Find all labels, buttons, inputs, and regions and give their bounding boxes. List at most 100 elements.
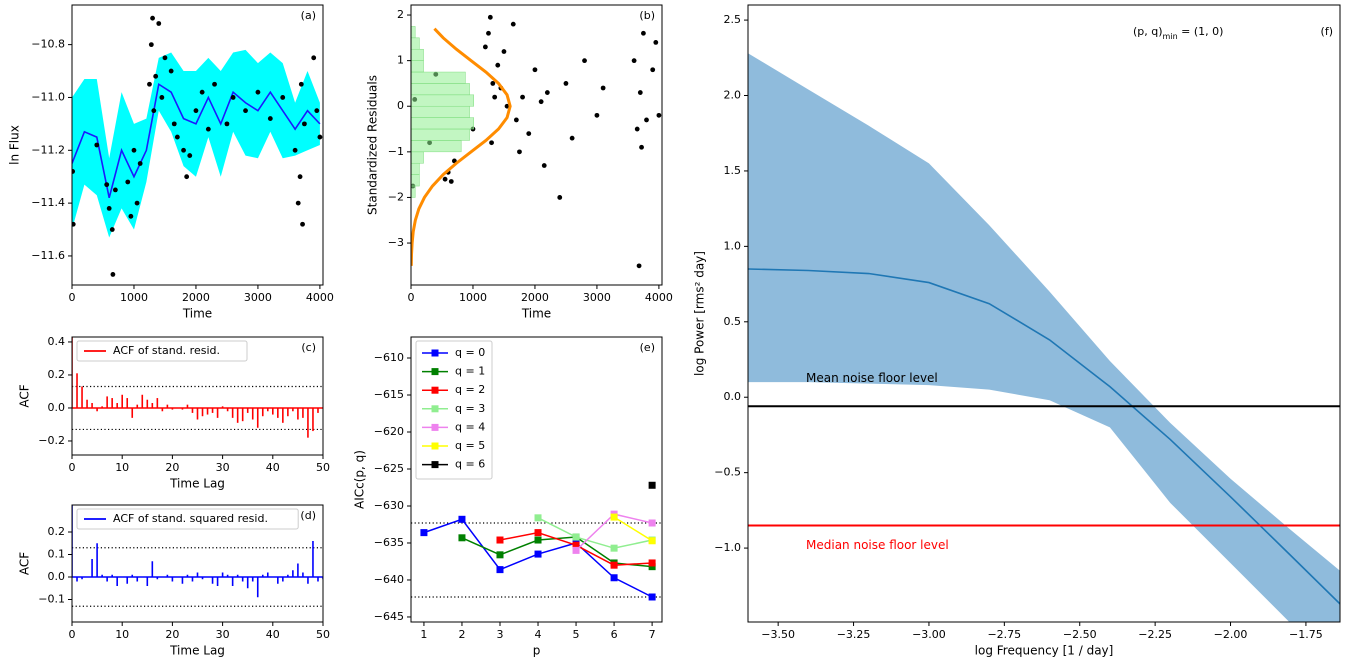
data-point: [212, 81, 217, 87]
y-tick-label: −630: [374, 499, 404, 512]
annotation: (p, q)min = (1, 0): [1133, 25, 1223, 41]
data-point: [298, 81, 304, 87]
y-tick-label: 0.0: [724, 390, 742, 403]
data-point: [495, 62, 501, 68]
legend: q = 0 q = 1 q = 2 q = 3 q = 4 q = 5 q = 6: [415, 340, 493, 480]
x-tick-label: 40: [266, 628, 280, 641]
data-point: [187, 153, 193, 158]
x-tick-label: 0: [69, 291, 76, 304]
x-tick-label: 4: [535, 628, 542, 641]
data-point: [520, 94, 525, 100]
x-axis-label: Time: [182, 307, 212, 321]
data-point: [255, 89, 261, 95]
plot-area: [72, 15, 323, 277]
x-tick-label: 10: [115, 461, 129, 474]
x-tick-label: −3.50: [761, 628, 795, 641]
data-point: [131, 147, 137, 153]
histogram-bar: [411, 83, 470, 96]
data-point: [594, 112, 600, 118]
x-axis-label: Time Lag: [169, 644, 225, 658]
x-tick-label: −2.75: [987, 628, 1021, 641]
y-axis-label: AICc(p, q): [353, 450, 367, 509]
histogram-bar: [411, 140, 462, 153]
legend-label: q = 5: [455, 439, 485, 452]
marker: [610, 544, 618, 552]
marker: [610, 561, 618, 569]
data-point: [224, 121, 230, 127]
data-point: [489, 140, 494, 146]
y-axis-label: ln Flux: [8, 125, 22, 165]
y-tick-label: −10.8: [31, 38, 65, 51]
data-point: [181, 147, 186, 153]
data-point: [563, 81, 569, 86]
data-point: [243, 108, 248, 114]
x-tick-label: 6: [611, 628, 618, 641]
y-tick-label: −11.6: [31, 249, 65, 262]
annotation-suffix: = (1, 0): [1178, 25, 1224, 38]
histogram-bar: [411, 60, 424, 73]
y-tick-label: −610: [374, 351, 404, 364]
marker: [420, 529, 428, 537]
data-point: [292, 147, 298, 153]
axes-frame: [410, 4, 663, 286]
marker: [458, 515, 466, 523]
data-point: [510, 21, 516, 27]
histogram-bar: [411, 71, 466, 84]
x-tick-label: 4000: [306, 291, 334, 304]
legend-label: q = 3: [455, 402, 485, 415]
x-tick-label: 10: [115, 628, 129, 641]
x-tick-label: 2000: [182, 291, 210, 304]
panel: 0 1000 2000 3000 4000 2 1 0 −1 −2 −3 Time Standardiz…: [366, 4, 673, 321]
data-point: [162, 55, 168, 61]
noise-floor-label: Mean noise floor level: [806, 371, 938, 385]
histogram-bar: [411, 117, 474, 130]
data-point: [486, 30, 491, 36]
y-tick-label: −0.1: [38, 593, 65, 606]
x-axis-label: p: [533, 644, 541, 658]
data-point: [656, 112, 662, 118]
data-point: [501, 49, 507, 54]
x-tick-label: −2.50: [1063, 628, 1097, 641]
legend-label: q = 1: [455, 365, 485, 378]
y-axis-label: Standardized Residuals: [366, 75, 380, 215]
x-tick-label: 1000: [120, 291, 148, 304]
data-point: [72, 169, 76, 174]
fit-curve: [411, 27, 512, 266]
marker: [496, 536, 504, 544]
panel: 0 10 20 30 40 50 0.2 0.1 0.0 −0.1 Time Lag ACF (d): [18, 504, 330, 658]
y-tick-label: 2: [397, 8, 404, 21]
data-point: [147, 81, 152, 87]
data-point: [110, 272, 116, 277]
x-tick-label: 2: [458, 628, 465, 641]
x-tick-label: −3.25: [837, 628, 871, 641]
x-tick-label: 1000: [459, 291, 487, 304]
y-tick-label: −1: [388, 145, 404, 158]
panel: −3.50 −3.25 −3.00 −2.75 −2.50 −2.25 −2.00 −1.75…: [693, 4, 1341, 658]
x-tick-label: −3.00: [912, 628, 946, 641]
legend-label: ACF of stand. resid.: [113, 344, 220, 357]
data-point: [517, 149, 522, 155]
histogram-bar: [411, 48, 424, 61]
y-tick-label: 0.1: [48, 548, 66, 561]
axes-frame: [71, 4, 324, 286]
axes-frame: [410, 336, 663, 623]
data-point: [526, 131, 532, 136]
x-tick-label: 2000: [521, 291, 549, 304]
marker: [534, 514, 542, 522]
data-point: [174, 134, 180, 140]
data-point: [112, 187, 118, 193]
x-tick-label: 3000: [583, 291, 611, 304]
plot-area: [411, 481, 662, 601]
x-tick-label: 30: [216, 628, 230, 641]
data-point: [490, 81, 496, 86]
data-point: [150, 15, 155, 21]
y-tick-label: 0.5: [724, 315, 742, 328]
data-point: [557, 195, 563, 200]
plot-area: [72, 505, 323, 607]
data-point: [300, 221, 305, 227]
marker: [534, 550, 542, 558]
data-point: [644, 117, 649, 123]
y-tick-label: 1.5: [724, 164, 742, 177]
data-point: [582, 58, 587, 64]
panel: 1 2 3 4 5 6 7 −610 −615 −620 −625 −630 −635 −640 −645 p…: [353, 336, 663, 658]
